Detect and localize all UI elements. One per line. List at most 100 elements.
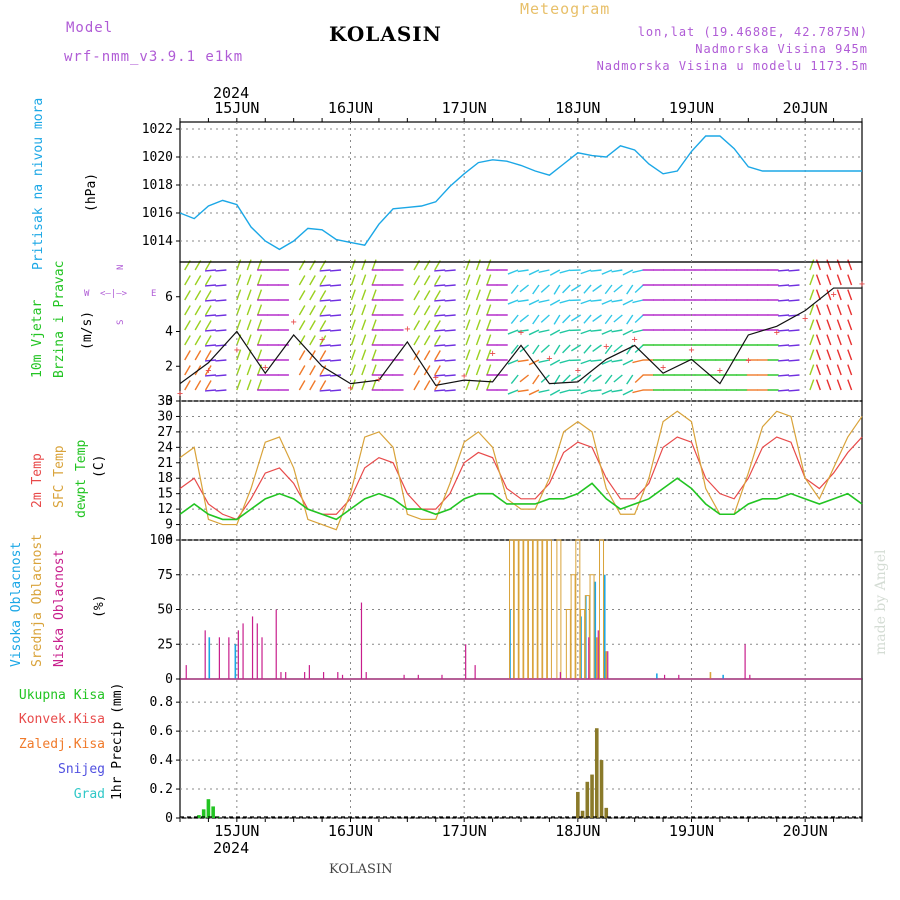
day-label-bottom: 15JUN xyxy=(214,822,259,840)
wind-barb xyxy=(809,364,815,376)
wind-barb xyxy=(778,284,790,287)
wind-barb xyxy=(809,379,815,391)
y-tick-label: 15 xyxy=(157,487,173,502)
y-tick-label: 0 xyxy=(165,672,173,687)
wind-barb xyxy=(528,269,540,276)
precip-convective-bar xyxy=(599,760,604,818)
wind-barb xyxy=(632,299,644,304)
model-name: wrf-nmm_v3.9.1 e1km xyxy=(64,49,244,65)
wind-barb xyxy=(532,374,540,385)
wind-barb xyxy=(465,259,471,271)
wind-barb xyxy=(298,365,306,376)
wind-barb xyxy=(204,329,217,332)
wind-barb xyxy=(246,259,252,271)
wind-barb xyxy=(562,374,571,384)
cloud-low-bar xyxy=(275,609,277,679)
wind-barb xyxy=(298,275,306,286)
y-tick-label: 30 xyxy=(157,409,173,424)
cloud-mid-bar xyxy=(605,651,608,679)
wind-barb xyxy=(590,299,602,302)
wind-barb xyxy=(507,269,519,275)
wind-barb xyxy=(361,349,367,361)
wind-barb xyxy=(613,284,623,293)
wind-barb xyxy=(836,364,842,376)
wind-barb xyxy=(444,299,456,302)
wind-barb xyxy=(809,304,815,316)
wind-barb xyxy=(532,284,540,295)
wind-barb xyxy=(257,349,263,361)
wind-barb xyxy=(778,269,790,272)
wind-barb xyxy=(517,389,529,393)
wind-barb xyxy=(371,364,377,376)
wind-barb xyxy=(475,304,481,316)
wind-barb xyxy=(604,344,613,355)
y-tick-label: 0.2 xyxy=(150,782,173,797)
wind-barb xyxy=(330,374,342,377)
wind-barb xyxy=(194,320,202,331)
wind-barb xyxy=(571,344,582,352)
panel-frame xyxy=(179,678,863,819)
wind-barb xyxy=(540,314,550,323)
wind-barb xyxy=(601,389,613,395)
wind-barb xyxy=(815,274,821,286)
cloud-low-bar xyxy=(218,637,220,679)
wind-barb xyxy=(538,299,550,303)
wind-barb xyxy=(622,299,634,306)
wind-barb xyxy=(778,344,790,347)
wind-barb xyxy=(632,329,644,334)
wind-gust-mark: + xyxy=(859,279,865,290)
cloud-low-bar xyxy=(228,637,230,679)
wind-barb xyxy=(809,334,815,346)
wind-barb xyxy=(778,359,790,362)
wind-barb xyxy=(809,289,815,301)
wind-barb xyxy=(538,269,550,273)
wind-barb xyxy=(475,289,481,301)
cloud-low-bar xyxy=(261,637,263,679)
wind-barb xyxy=(836,259,842,271)
wind-barb xyxy=(517,269,529,273)
wind-barb xyxy=(580,269,592,275)
wind-barb xyxy=(517,299,529,303)
wind-barb xyxy=(371,334,377,346)
cloud-low-bar xyxy=(663,674,666,679)
wind-gust-mark: + xyxy=(660,362,666,373)
wind-barb xyxy=(836,274,842,286)
wind-barb xyxy=(444,284,456,287)
wind-barb xyxy=(519,314,530,323)
wind-barb xyxy=(204,275,212,286)
wind-barb xyxy=(371,379,377,391)
wind-barb xyxy=(826,349,832,361)
wind-gust-mark: + xyxy=(831,289,837,300)
wind-barb xyxy=(519,344,530,353)
cloud-low-bar xyxy=(588,637,590,679)
wind-barb xyxy=(204,290,212,301)
wind-barb xyxy=(465,349,471,361)
wind-barb xyxy=(413,365,421,376)
wind-barb xyxy=(434,275,441,286)
day-label-bottom: 16JUN xyxy=(328,822,373,840)
precip-convective-bar xyxy=(590,774,594,818)
wind-barb xyxy=(194,275,202,286)
wind-barb xyxy=(510,284,519,295)
wind-barb xyxy=(465,274,471,286)
wind-barb xyxy=(298,305,306,316)
wind-barb xyxy=(257,334,263,346)
wind-barb xyxy=(562,284,571,294)
wind-barb xyxy=(236,319,242,331)
wind-gust-mark: + xyxy=(632,334,638,345)
wind-barb xyxy=(475,349,481,361)
wind-gust-mark: + xyxy=(291,317,297,328)
wind-barb xyxy=(634,374,644,384)
footer-station: KOLASIN xyxy=(329,862,393,877)
temp-dewpoint-line xyxy=(179,477,863,521)
wind-barb xyxy=(309,305,316,316)
wind-barb xyxy=(215,284,227,287)
wind-barb xyxy=(486,259,492,271)
wind-barb xyxy=(361,334,367,346)
wind-barb xyxy=(580,329,592,335)
cloud-high-bar xyxy=(594,581,597,679)
wind-barb xyxy=(626,284,634,295)
wind-barb xyxy=(350,379,356,391)
cloud-low-bar xyxy=(607,651,609,679)
wind-barb xyxy=(826,364,832,376)
